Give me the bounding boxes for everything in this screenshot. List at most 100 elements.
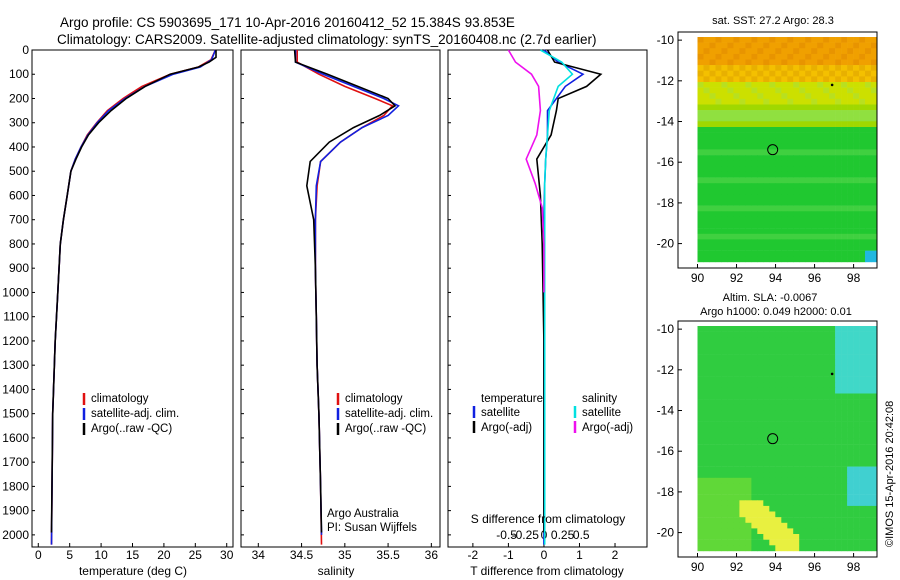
map-cell xyxy=(811,365,818,372)
map-cell xyxy=(865,127,872,133)
map-cell xyxy=(733,500,740,507)
map-cell xyxy=(841,53,848,60)
map-cell xyxy=(715,528,722,535)
map-cell xyxy=(721,70,728,77)
map-cell xyxy=(739,387,746,394)
map-cell xyxy=(781,245,788,251)
map-cell xyxy=(709,432,716,439)
map-cell xyxy=(799,138,806,145)
map-cell xyxy=(805,216,812,223)
map-cell xyxy=(835,42,842,49)
map-cell xyxy=(721,382,728,389)
map-cell xyxy=(787,337,794,344)
map-cell xyxy=(727,337,734,344)
map-cell xyxy=(871,183,878,190)
map-cell xyxy=(871,342,878,349)
map-cell xyxy=(787,455,794,462)
map-cell xyxy=(823,337,830,344)
map-cell xyxy=(787,205,794,212)
map-cell xyxy=(841,222,848,229)
map-cell xyxy=(781,354,788,360)
map-cell xyxy=(865,416,872,422)
map-cell xyxy=(835,427,842,434)
map-cell xyxy=(871,354,878,360)
map-cell xyxy=(751,42,758,49)
map-cell xyxy=(859,449,866,456)
map-cell xyxy=(745,149,752,156)
map-cell xyxy=(787,87,794,94)
map-cell xyxy=(775,53,782,60)
map-cell xyxy=(769,250,776,257)
map-cell xyxy=(775,115,782,122)
map-cell xyxy=(829,155,836,161)
map-cell xyxy=(853,216,860,223)
map-cell xyxy=(787,245,794,251)
map-cell xyxy=(823,166,830,173)
map-cell xyxy=(745,517,752,524)
map-cell xyxy=(739,494,746,501)
map-cell xyxy=(835,517,842,524)
map-cell xyxy=(739,194,746,201)
map-cell xyxy=(805,376,812,383)
map-cell xyxy=(799,48,806,55)
map-cell xyxy=(751,171,758,178)
map-cell xyxy=(799,188,806,195)
map-cell xyxy=(715,359,722,366)
map-cell xyxy=(841,539,848,546)
map-cell xyxy=(859,188,866,195)
map-cell xyxy=(865,511,872,518)
map-cell xyxy=(781,70,788,77)
map-cell xyxy=(757,188,764,195)
map-cell xyxy=(781,421,788,428)
map-cell xyxy=(853,171,860,178)
map-cell xyxy=(757,376,764,383)
map-cell xyxy=(739,200,746,206)
map-cell xyxy=(865,354,872,360)
map-cell xyxy=(769,348,776,355)
map-cell xyxy=(847,348,854,355)
map-cell xyxy=(865,466,872,473)
map-cell xyxy=(847,98,854,105)
argo-position-marker xyxy=(767,144,779,156)
map-cell xyxy=(871,387,878,394)
salinity-x-axis: 34 34.5 35 35.5 36 xyxy=(252,543,438,562)
map-cell xyxy=(865,342,872,349)
map-cell xyxy=(721,337,728,344)
map-cell xyxy=(769,393,776,400)
map-cell xyxy=(799,365,806,372)
map-cell xyxy=(787,449,794,456)
map-cell xyxy=(727,404,734,411)
map-cell xyxy=(715,87,722,94)
map-cell xyxy=(733,545,740,552)
map-cell xyxy=(769,87,776,94)
map-cell xyxy=(799,483,806,490)
map-cell xyxy=(793,331,800,338)
map-cell xyxy=(757,121,764,128)
map-cell xyxy=(871,534,878,540)
map-cell xyxy=(763,149,770,156)
map-cell xyxy=(763,365,770,372)
map-cell xyxy=(865,143,872,150)
map-cell xyxy=(751,354,758,360)
map-cell xyxy=(793,239,800,246)
map-cell xyxy=(811,143,818,150)
map-cell xyxy=(799,171,806,178)
map-cell xyxy=(781,522,788,529)
map-cell xyxy=(811,138,818,145)
map-cell xyxy=(739,342,746,349)
map-cell xyxy=(763,70,770,77)
map-cell xyxy=(793,449,800,456)
x-tick-label: 25 xyxy=(189,548,203,562)
map-cell xyxy=(787,143,794,150)
map-cell xyxy=(865,337,872,344)
map-cell xyxy=(865,211,872,218)
map-cell xyxy=(811,505,818,512)
map-cell xyxy=(865,104,872,111)
map-cell xyxy=(805,416,812,422)
map-cell xyxy=(733,121,740,128)
map-cell xyxy=(835,337,842,344)
map-cell xyxy=(751,449,758,456)
map-cell xyxy=(841,70,848,77)
map-cell xyxy=(865,160,872,167)
map-cell xyxy=(745,387,752,394)
